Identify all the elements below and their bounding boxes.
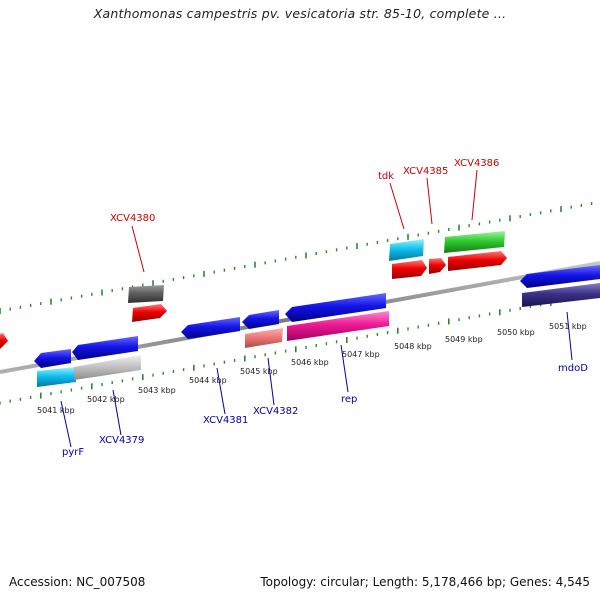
leader-line-pyrF <box>60 400 72 448</box>
scale-label-5051: 5051 kbp <box>549 322 587 331</box>
leader-line-XCV4382 <box>267 357 275 406</box>
scale-label-5046: 5046 kbp <box>291 358 329 367</box>
gene-label-XCV4386[interactable]: XCV4386 <box>454 158 499 169</box>
accession-label: Accession: <box>9 575 73 589</box>
scale-label-5044: 5044 kbp <box>189 376 227 385</box>
scale-label-5043: 5043 kbp <box>138 386 176 395</box>
gene-label-pyrF[interactable]: pyrF <box>62 447 84 458</box>
leader-line-XCV4380 <box>131 225 145 273</box>
scale-labels: 5041 kbp 5042 kbp 5043 kbp 5044 kbp 5045… <box>37 322 587 415</box>
accession-info: Accession: NC_007508 <box>9 575 145 589</box>
map-title: Xanthomonas campestris pv. vesicatoria s… <box>93 6 507 21</box>
gene-label-mdoD[interactable]: mdoD <box>558 363 588 374</box>
scale-label-5042: 5042 kbp <box>87 395 125 404</box>
gene-XCV4385-red[interactable] <box>429 258 446 274</box>
gene-mdoD-blue[interactable] <box>520 265 600 288</box>
scale-label-5050: 5050 kbp <box>497 328 535 337</box>
lower-tick-row <box>0 294 593 405</box>
leader-line-rep <box>340 344 349 393</box>
scale-label-5041: 5041 kbp <box>37 406 75 415</box>
scale-label-5049: 5049 kbp <box>445 335 483 344</box>
gene-tdk-cyan[interactable] <box>389 239 424 261</box>
gene-label-rep[interactable]: rep <box>341 394 357 405</box>
scale-label-5048: 5048 kbp <box>394 342 432 351</box>
gene-pyrF-cyan[interactable] <box>37 367 76 387</box>
genes-value: 4,545 <box>555 575 590 589</box>
gene-XCV4382-blue[interactable] <box>242 310 279 329</box>
gene-XCV4380-gray[interactable] <box>128 285 164 303</box>
topology-value: circular <box>320 575 365 589</box>
gene-label-XCV4382[interactable]: XCV4382 <box>253 406 298 417</box>
gene-label-XCV4381[interactable]: XCV4381 <box>203 415 248 426</box>
genes-label: Genes: <box>509 575 552 589</box>
gene-label-XCV4380[interactable]: XCV4380 <box>110 213 155 224</box>
gene-pyrF-blue[interactable] <box>34 349 71 368</box>
scale-label-5047: 5047 kbp <box>342 350 380 359</box>
genome-metadata: Topology: circular; Length: 5,178,466 bp… <box>260 575 590 589</box>
leader-line-mdoD <box>566 311 573 361</box>
length-label: Length: <box>372 575 419 589</box>
leader-line-XCV4385 <box>426 177 433 225</box>
gene-mdoD-navy[interactable] <box>522 283 600 307</box>
gene-rep-blue[interactable] <box>285 293 386 322</box>
leader-line-tdk <box>389 182 405 230</box>
gene-feature-red-edge[interactable] <box>0 333 8 349</box>
gene-rep-pink[interactable] <box>287 311 389 341</box>
upper-tick-row <box>0 202 593 314</box>
gene-XCV4381-blue[interactable] <box>181 317 240 339</box>
gene-XCV4382-salmon[interactable] <box>245 328 283 348</box>
gene-XCV4379-light[interactable] <box>74 355 141 380</box>
gene-tdk-red[interactable] <box>392 260 427 279</box>
length-value: 5,178,466 bp <box>421 575 502 589</box>
gene-label-XCV4379[interactable]: XCV4379 <box>99 435 144 446</box>
scale-label-5045: 5045 kbp <box>240 367 278 376</box>
leader-line-XCV4386 <box>471 169 478 221</box>
topology-label: Topology: <box>260 575 317 589</box>
gene-XCV4386-red[interactable] <box>448 251 507 271</box>
gene-label-tdk[interactable]: tdk <box>378 171 394 182</box>
gene-label-XCV4385[interactable]: XCV4385 <box>403 166 448 177</box>
gene-XCV4380-red[interactable] <box>132 304 167 322</box>
gene-XCV4386-green[interactable] <box>444 231 505 253</box>
accession-value: NC_007508 <box>76 575 146 589</box>
gene-XCV4379-blue[interactable] <box>72 336 138 360</box>
leader-line-XCV4381 <box>216 367 226 415</box>
leader-line-XCV4379 <box>112 389 122 436</box>
